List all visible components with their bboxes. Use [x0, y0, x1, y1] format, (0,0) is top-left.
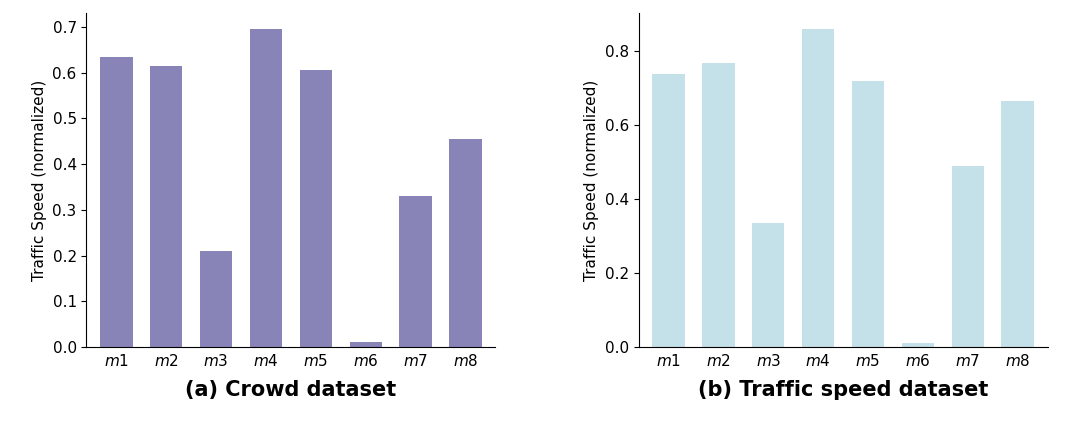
Bar [802, 29, 835, 347]
Y-axis label: Traffic Speed (normalized): Traffic Speed (normalized) [32, 80, 46, 281]
Bar [299, 70, 332, 347]
Bar [249, 29, 282, 347]
Bar [1001, 101, 1034, 347]
Bar [100, 57, 133, 347]
Bar [951, 166, 984, 347]
Bar [652, 73, 685, 347]
Bar [702, 62, 734, 347]
Bar [150, 66, 183, 347]
X-axis label: (a) Crowd dataset: (a) Crowd dataset [186, 380, 396, 400]
Bar [852, 81, 885, 347]
Y-axis label: Traffic Speed (normalized): Traffic Speed (normalized) [584, 80, 599, 281]
Bar [449, 139, 482, 347]
Bar [902, 344, 934, 347]
X-axis label: (b) Traffic speed dataset: (b) Traffic speed dataset [698, 380, 988, 400]
Bar [350, 342, 382, 347]
Bar [400, 196, 432, 347]
Bar [752, 223, 784, 347]
Bar [200, 251, 232, 347]
